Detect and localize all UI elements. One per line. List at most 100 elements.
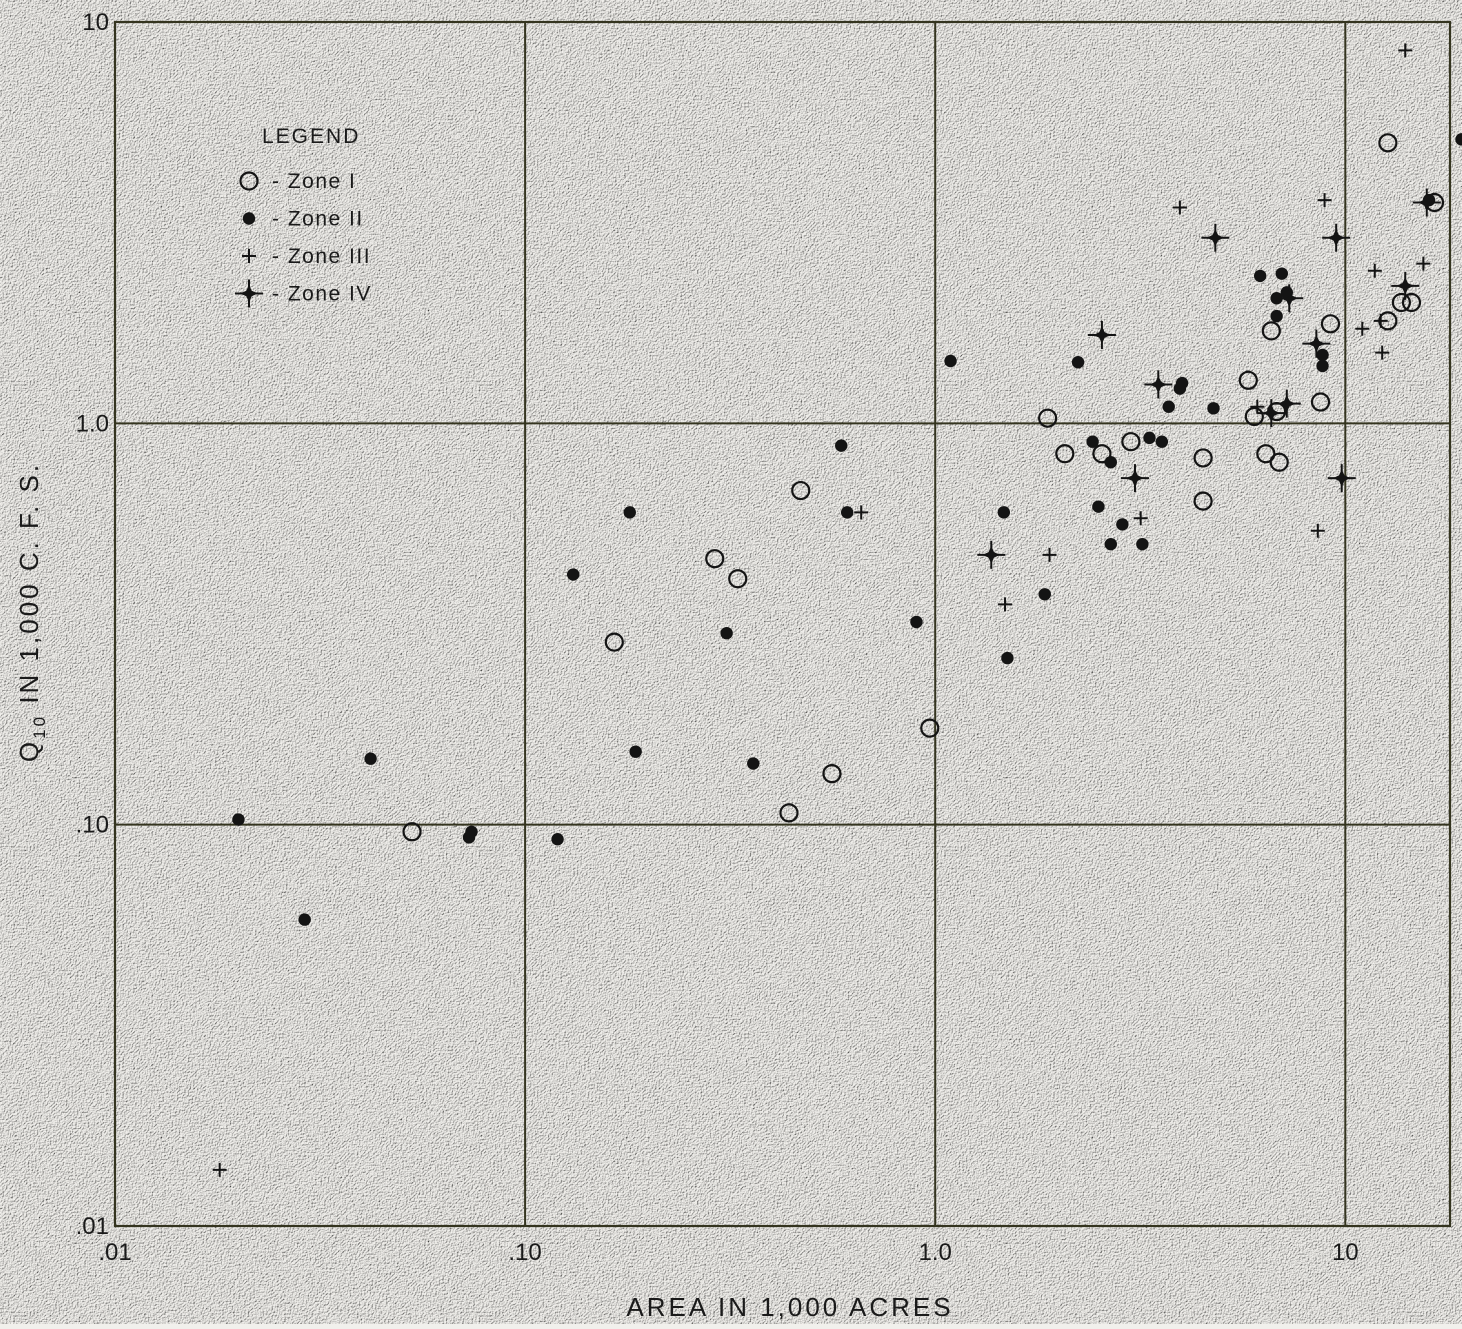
legend-marker: [242, 212, 256, 225]
data-point: [1398, 43, 1413, 58]
data-point: [1275, 267, 1288, 280]
data-point: [1367, 263, 1382, 278]
data-point: [1175, 376, 1189, 390]
data-point: [1038, 408, 1058, 428]
data-point: [1136, 537, 1149, 551]
data-point: [1253, 269, 1267, 283]
data-point: [1244, 406, 1264, 427]
legend-marker: [242, 249, 256, 263]
data-point: [1104, 456, 1117, 469]
data-point: [1193, 448, 1213, 468]
data-point: [1256, 444, 1276, 464]
data-point: [1133, 511, 1148, 526]
data-point: [1316, 348, 1329, 362]
legend-entry: - Zone IV: [235, 279, 372, 308]
y-axis-title-q: Q: [14, 739, 44, 762]
data-point: [1038, 588, 1051, 601]
data-point: [1143, 431, 1156, 445]
data-point: [705, 549, 725, 569]
data-point: [623, 506, 636, 519]
data-point: [920, 718, 940, 738]
legend-marker: [239, 171, 259, 191]
data-point: [998, 597, 1013, 612]
legend-entry: - Zone I: [239, 170, 355, 193]
data-point: [1275, 284, 1304, 313]
legend-title: LEGEND: [262, 125, 360, 148]
data-point: [720, 626, 733, 640]
data-point: [1310, 523, 1325, 538]
data-point: [1042, 547, 1057, 562]
data-point: [910, 615, 923, 629]
grid: [113, 20, 1452, 1228]
data-point: [1401, 292, 1422, 313]
tick-labels: .01 .10 1.0 10 .01 .10 1.0 10: [76, 9, 1359, 1266]
legend-label: - Zone IV: [272, 283, 372, 306]
data-point: [1071, 356, 1085, 369]
y-axis-title-units: IN 1,000 C. F. S.: [14, 462, 44, 714]
data-point: [1087, 320, 1116, 349]
data-point: [1416, 256, 1431, 271]
data-point: [1261, 321, 1281, 341]
series-zone-1: [402, 133, 1445, 842]
data-point: [604, 632, 624, 652]
data-point: [1375, 345, 1390, 360]
data-point: [1001, 651, 1014, 665]
data-point: [1270, 309, 1283, 323]
data-point: [1086, 435, 1099, 448]
data-point: [977, 540, 1006, 569]
data-point: [1322, 223, 1351, 252]
data-point: [1378, 133, 1398, 153]
data-point: [997, 506, 1011, 519]
data-point: [791, 480, 811, 501]
x-axis-title: AREA IN 1,000 ACRES: [626, 1292, 953, 1322]
series-zone-2: [232, 133, 1462, 926]
data-point: [551, 832, 564, 846]
data-point: [728, 569, 748, 589]
y-tick-label: 10: [82, 9, 109, 36]
y-tick-label: .01: [76, 1213, 109, 1240]
data-point: [364, 752, 377, 765]
x-tick-label: 10: [1332, 1239, 1359, 1266]
data-point: [1310, 392, 1331, 412]
data-point: [1250, 399, 1265, 414]
data-points: [212, 43, 1462, 1177]
series-zone-4: [977, 188, 1441, 569]
data-point: [402, 822, 422, 842]
data-point: [1316, 359, 1329, 373]
data-point: [747, 757, 760, 770]
data-point: [1327, 464, 1356, 493]
y-axis-title: Q10 IN 1,000 C. F. S.: [14, 462, 49, 762]
data-point: [1355, 321, 1370, 336]
data-point: [944, 354, 957, 368]
data-point: [1272, 389, 1301, 418]
legend-entry: - Zone III: [242, 245, 370, 268]
data-point: [1391, 292, 1411, 313]
data-point: [1104, 537, 1117, 551]
data-point: [1317, 193, 1332, 208]
data-point: [298, 913, 311, 926]
y-tick-label: .10: [76, 812, 109, 839]
legend: LEGEND - Zone I - Zone II - Zone III - Zone…: [235, 125, 372, 308]
data-point: [1207, 402, 1220, 415]
data-point: [1412, 188, 1441, 217]
legend-entry: - Zone II: [242, 208, 364, 231]
data-point: [1092, 500, 1105, 513]
data-point: [629, 745, 642, 758]
data-point: [465, 825, 478, 838]
data-point: [854, 505, 869, 520]
data-point: [1269, 452, 1289, 472]
data-point: [1238, 370, 1258, 390]
legend-label: - Zone II: [272, 208, 364, 231]
plot-frame: [113, 20, 1452, 1228]
data-point: [779, 803, 799, 823]
data-point: [835, 439, 848, 452]
data-point: [1320, 314, 1341, 334]
data-point: [1201, 223, 1230, 252]
data-point: [566, 568, 580, 581]
data-point: [1116, 518, 1129, 531]
data-point: [822, 764, 842, 784]
data-point: [212, 1162, 227, 1177]
data-point: [1373, 313, 1388, 328]
